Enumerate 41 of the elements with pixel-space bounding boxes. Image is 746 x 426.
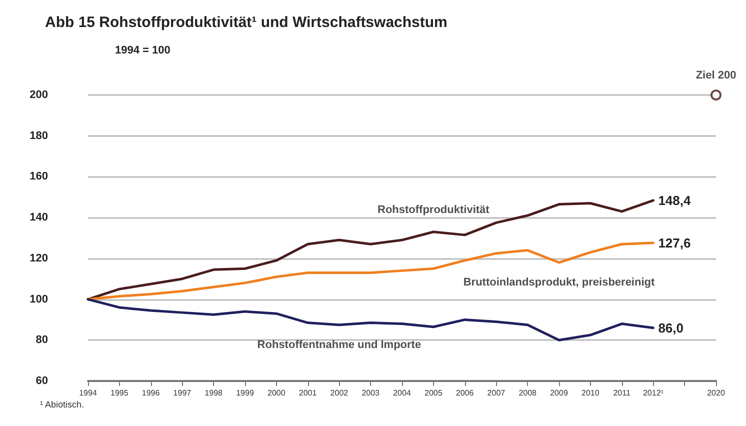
- x-tick-label: 1999: [236, 388, 254, 398]
- y-tick-label: 160: [30, 170, 48, 183]
- series-label: Rohstoffproduktivität: [377, 204, 490, 216]
- x-tick-label: 2002: [330, 388, 349, 398]
- x-tick-label: 2009: [550, 388, 568, 398]
- x-tick-label: 2012¹: [642, 388, 664, 398]
- x-tick-label: 2011: [613, 388, 631, 398]
- text: ¹ Abiotisch.: [40, 400, 84, 410]
- series-label: Rohstoffentnahme und Importe: [257, 338, 422, 351]
- y-tick-label: 200: [30, 89, 48, 101]
- x-tick-label: 2008: [518, 388, 538, 398]
- y-tick-label: 180: [30, 130, 48, 142]
- x-tick-label: 2005: [424, 388, 443, 398]
- x-tick-label: 2006: [456, 388, 474, 398]
- line-series: [86, 298, 654, 342]
- chart-subtitle: 1994 = 100: [115, 44, 170, 56]
- series-label: Bruttoinlandsprodukt, preisbereinigt: [463, 276, 655, 289]
- x-tick-label: 2010: [582, 388, 600, 398]
- x-tick-label: 1994: [79, 388, 98, 398]
- x-tick-label: 1996: [142, 388, 160, 398]
- data-label: 148,4: [658, 192, 692, 208]
- x-tick-label: 1995: [110, 388, 129, 398]
- x-tick-label: 1998: [204, 388, 224, 398]
- data-label: 86,0: [658, 320, 684, 336]
- line-series: [86, 242, 654, 301]
- y-tick-label: 120: [30, 252, 48, 264]
- y-tick-label: 140: [30, 212, 48, 224]
- chart-title: Abb 15 Rohstoffproduktivität¹ und Wirtschaftswachstum: [45, 14, 448, 31]
- x-tick-label: 2000: [268, 388, 286, 398]
- data-label: 127,6: [658, 235, 691, 250]
- x-tick-label: 2007: [487, 388, 506, 398]
- x-tick-label: 2003: [362, 388, 380, 398]
- line-series: [86, 199, 654, 301]
- y-tick-label: 100: [30, 293, 48, 306]
- annotation: Ziel 200: [696, 70, 736, 82]
- y-tick-label: 60: [36, 375, 48, 387]
- x-tick-label: 1997: [173, 388, 192, 398]
- y-tick-label: 80: [36, 334, 48, 346]
- x-tick-label: 2001: [298, 388, 318, 398]
- x-tick-label: 2020: [707, 388, 726, 398]
- x-tick-label: 2004: [393, 388, 412, 398]
